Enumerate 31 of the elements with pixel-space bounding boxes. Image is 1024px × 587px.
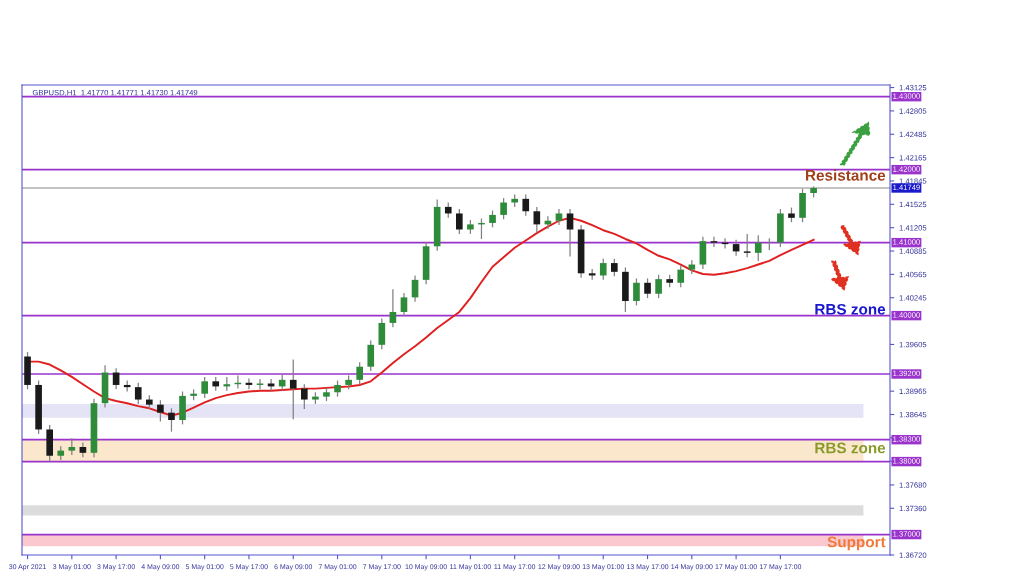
candlestick: [389, 288, 397, 328]
annotation: RBS zone: [815, 303, 886, 315]
candlestick: [566, 208, 574, 258]
candlestick: [699, 236, 707, 270]
candlestick: [400, 292, 408, 317]
candlestick: [267, 378, 275, 392]
text: Support: [827, 536, 886, 551]
candlestick: [134, 382, 142, 405]
candlestick: [599, 258, 607, 281]
candlestick: [356, 361, 363, 385]
candlestick: [289, 358, 297, 420]
candlestick: [157, 399, 164, 423]
candlestick: [677, 264, 685, 288]
candlestick: [256, 378, 264, 390]
annotation: RBS zone: [815, 442, 886, 454]
candlestick: [201, 376, 208, 399]
candlestick: [644, 277, 651, 299]
candlestick: [655, 274, 662, 299]
candlestick: [754, 234, 762, 262]
annotation: Resistance: [806, 169, 886, 181]
candlestick: [710, 236, 718, 248]
candlestick: [522, 193, 530, 217]
candlestick: [367, 339, 375, 372]
candlestick: [456, 208, 463, 235]
candlestick: [378, 317, 386, 350]
candlestick: [168, 407, 175, 433]
candlestick: [500, 197, 507, 220]
candlestick: [743, 233, 751, 258]
candlestick: [533, 206, 541, 234]
candlestick: [633, 277, 640, 307]
candlestick: [301, 383, 308, 410]
